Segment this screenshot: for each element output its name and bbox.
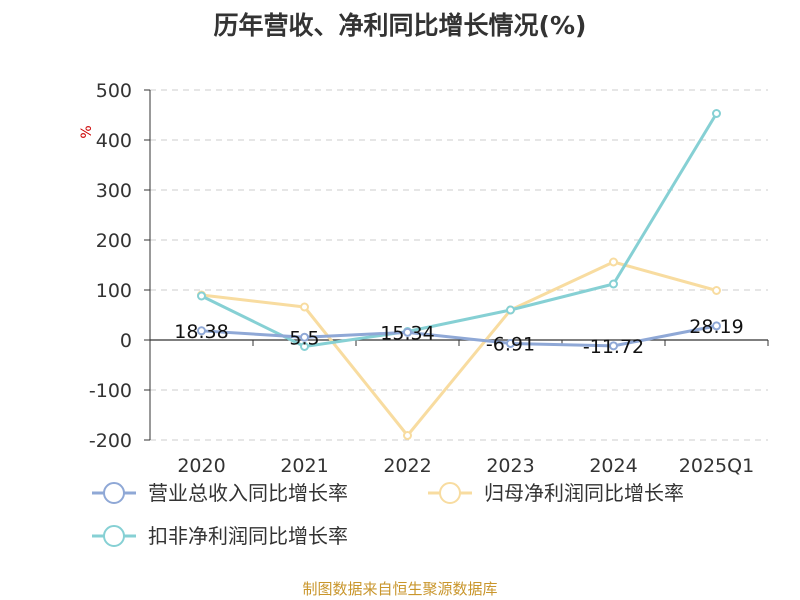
legend-label: 归母净利润同比增长率: [484, 481, 684, 505]
data-point: [609, 341, 618, 351]
chart-title: 历年营收、净利同比增长情况(%): [213, 11, 587, 40]
data-labels: 18.38 5.5 15.34 -6.91 -11.72 28.19: [174, 316, 743, 358]
data-label: -11.72: [583, 336, 644, 358]
y-axis-unit-label: %: [79, 125, 95, 138]
data-point: [712, 109, 721, 118]
data-point: [300, 332, 309, 342]
x-tick-label: 2023: [486, 455, 534, 477]
data-point: [506, 305, 515, 315]
data-point: [300, 342, 309, 351]
data-point: [506, 338, 515, 348]
data-point: [300, 302, 309, 312]
data-point: [712, 286, 721, 295]
x-tick-label: 2024: [589, 455, 637, 477]
data-point: [609, 279, 618, 289]
data-point: [403, 327, 412, 337]
x-tick-label: 2020: [177, 455, 225, 477]
y-tick-label: -200: [89, 430, 132, 452]
series-layer: [197, 109, 721, 440]
x-tick-label: 2022: [383, 455, 431, 477]
data-label: 28.19: [689, 316, 743, 338]
data-label: 15.34: [380, 322, 434, 344]
y-tick-label: 400: [96, 130, 132, 152]
data-point: [712, 321, 721, 331]
legend-item: 归母净利润同比增长率: [428, 481, 684, 505]
grid-lines: [150, 89, 768, 441]
source-note: 制图数据来自恒生聚源数据库: [302, 580, 498, 598]
y-tick-label: 100: [96, 280, 132, 302]
axes: 500 400 300 200 100 0 -100 -200 2020 2021 2022 2023…: [89, 80, 769, 477]
series-line: [201, 260, 717, 437]
data-point: [197, 326, 206, 336]
legend-marker: [103, 525, 125, 547]
y-tick-label: 300: [96, 180, 132, 202]
series-line: [200, 112, 718, 348]
data-label: 5.5: [289, 327, 319, 349]
series-line: [201, 324, 717, 348]
y-tick-label: 200: [96, 230, 132, 252]
data-label: 18.38: [174, 321, 228, 343]
x-tick-label: 2021: [280, 455, 328, 477]
data-point: [609, 257, 618, 267]
legend-item: 营业总收入同比增长率: [92, 481, 348, 505]
y-tick-label: 500: [96, 80, 132, 102]
legend-item: 扣非净利润同比增长率: [92, 524, 348, 548]
legend-label: 扣非净利润同比增长率: [148, 524, 348, 548]
y-tick-label: -100: [89, 380, 132, 402]
legend-label: 营业总收入同比增长率: [148, 481, 348, 505]
data-point: [197, 291, 206, 301]
data-point: [403, 431, 412, 440]
data-label: -6.91: [486, 333, 535, 355]
legend-marker: [103, 482, 125, 504]
y-tick-label: 0: [120, 330, 132, 352]
x-tick-label: 2025Q1: [679, 455, 754, 477]
legend-marker: [439, 482, 461, 504]
